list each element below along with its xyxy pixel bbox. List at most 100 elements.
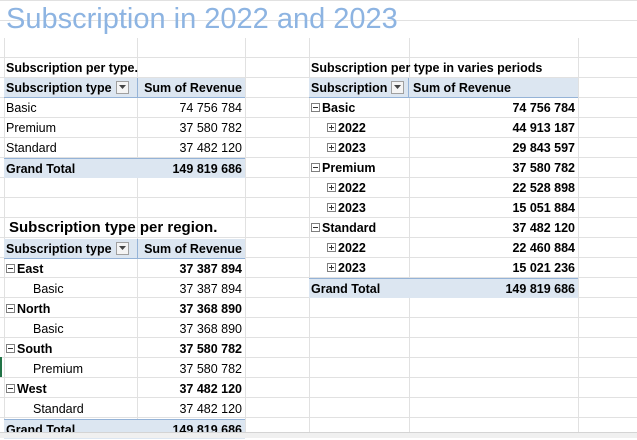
grand-total-row[interactable]: Grand Total 149 819 686	[309, 278, 578, 298]
collapse-minus-icon[interactable]	[311, 223, 320, 233]
header-sum-revenue: Sum of Revenue	[144, 242, 242, 256]
child-label: Basic	[33, 282, 64, 296]
row-value: 74 756 784	[179, 101, 242, 115]
child-label-cell: 2022	[327, 178, 366, 198]
group-label: South	[17, 342, 53, 356]
header-subscription: Subscription	[311, 81, 388, 95]
group-label: North	[17, 302, 51, 316]
group-row[interactable]: Standard 37 482 120	[309, 218, 578, 238]
group-label: East	[17, 262, 44, 276]
expand-plus-icon[interactable]	[327, 203, 336, 213]
child-value: 37 387 894	[179, 282, 242, 296]
year-value: 22 460 884	[512, 241, 575, 255]
table-row[interactable]: Standard 37 482 120	[4, 138, 245, 158]
child-label: Premium	[33, 362, 84, 376]
column-line	[4, 38, 5, 437]
group-label: Basic	[322, 101, 356, 115]
group-row[interactable]: North 37 368 890	[4, 299, 245, 319]
collapse-minus-icon[interactable]	[311, 163, 320, 173]
collapse-minus-icon[interactable]	[311, 103, 320, 113]
pivot-header-row[interactable]: Subscription Sum of Revenue	[309, 78, 578, 98]
horizontal-scrollbar[interactable]	[0, 432, 637, 438]
group-label-cell: Standard	[311, 218, 376, 238]
collapse-minus-icon[interactable]	[6, 384, 15, 394]
pivot-table-type[interactable]: Subscription per type. Subscription type…	[4, 58, 245, 178]
child-row[interactable]: 2022 22 528 898	[309, 178, 578, 198]
row-label: Basic	[6, 101, 37, 115]
expand-plus-icon[interactable]	[327, 123, 336, 133]
collapse-minus-icon[interactable]	[6, 304, 15, 314]
group-value: 37 368 890	[179, 302, 242, 316]
year-label: 2023	[338, 261, 366, 275]
expand-plus-icon[interactable]	[327, 183, 336, 193]
collapse-minus-icon[interactable]	[6, 344, 15, 354]
year-label: 2023	[338, 141, 366, 155]
grand-total-row[interactable]: Grand Total 149 819 686	[4, 158, 245, 178]
group-value: 37 580 782	[179, 342, 242, 356]
expand-plus-icon[interactable]	[327, 243, 336, 253]
pivot-caption[interactable]: Subscription per type in varies periods	[311, 61, 543, 75]
header-divider	[137, 78, 138, 97]
group-row[interactable]: West 37 482 120	[4, 379, 245, 399]
group-label-cell: Premium	[311, 158, 376, 178]
year-label: 2022	[338, 121, 366, 135]
pivot-caption[interactable]: Subscription per type.	[6, 61, 138, 75]
table-row[interactable]: Basic 74 756 784	[4, 98, 245, 118]
row-label: Standard	[6, 141, 57, 155]
child-label-cell: 2022	[327, 118, 366, 138]
group-label-cell: West	[6, 379, 47, 399]
pivot-table-region[interactable]: Subscription type Sum of Revenue East 37 …	[4, 239, 245, 439]
child-row[interactable]: 2023 29 843 597	[309, 138, 578, 158]
group-label-cell: South	[6, 339, 52, 359]
pivot-table-period[interactable]: Subscription per type in varies periods …	[309, 58, 578, 298]
table-row[interactable]: Premium 37 580 782	[4, 118, 245, 138]
header-sum-revenue: Sum of Revenue	[413, 81, 511, 95]
dropdown-filter-icon[interactable]	[115, 242, 129, 256]
group-row[interactable]: East 37 387 894	[4, 259, 245, 279]
pivot-header-row[interactable]: Subscription type Sum of Revenue	[4, 78, 245, 98]
group-value: 37 387 894	[179, 262, 242, 276]
child-row[interactable]: 2023 15 021 236	[309, 258, 578, 278]
group-row[interactable]: South 37 580 782	[4, 339, 245, 359]
row-value: 37 580 782	[179, 121, 242, 135]
dropdown-filter-icon[interactable]	[115, 81, 129, 95]
child-label-cell: 2023	[327, 138, 366, 158]
child-row[interactable]: Standard 37 482 120	[4, 399, 245, 419]
year-value: 15 021 236	[512, 261, 575, 275]
year-value: 15 051 884	[512, 201, 575, 215]
child-value: 37 482 120	[179, 402, 242, 416]
group-value: 37 482 120	[179, 382, 242, 396]
collapse-minus-icon[interactable]	[6, 264, 15, 274]
child-row[interactable]: Basic 37 368 890	[4, 319, 245, 339]
child-row[interactable]: 2023 15 051 884	[309, 198, 578, 218]
cell-selection-marker	[0, 357, 2, 377]
group-label: Premium	[322, 161, 376, 175]
header-subscription-type: Subscription type	[6, 81, 112, 95]
header-subscription-type: Subscription type	[6, 242, 112, 256]
group-value: 74 756 784	[512, 101, 575, 115]
child-label: Basic	[33, 322, 64, 336]
header-sum-revenue: Sum of Revenue	[144, 81, 242, 95]
expand-plus-icon[interactable]	[327, 143, 336, 153]
child-row[interactable]: 2022 44 913 187	[309, 118, 578, 138]
child-label-cell: 2023	[327, 198, 366, 218]
dropdown-filter-icon[interactable]	[391, 81, 405, 95]
pivot-caption-region[interactable]: Subscription type per region.	[9, 219, 218, 236]
group-label-cell: Basic	[311, 98, 355, 118]
row-value: 37 482 120	[179, 141, 242, 155]
column-line	[309, 38, 310, 437]
column-line	[409, 38, 410, 437]
child-row[interactable]: 2022 22 460 884	[309, 238, 578, 258]
pivot-header-row[interactable]: Subscription type Sum of Revenue	[4, 239, 245, 259]
column-line	[245, 38, 246, 437]
child-row[interactable]: Premium 37 580 782	[4, 359, 245, 379]
group-row[interactable]: Basic 74 756 784	[309, 98, 578, 118]
child-label: Standard	[33, 402, 84, 416]
group-label-cell: North	[6, 299, 50, 319]
sheet-title[interactable]: Subscription in 2022 and 2023	[6, 3, 398, 35]
year-label: 2023	[338, 201, 366, 215]
expand-plus-icon[interactable]	[327, 263, 336, 273]
group-label: Standard	[322, 221, 377, 235]
child-row[interactable]: Basic 37 387 894	[4, 279, 245, 299]
group-row[interactable]: Premium 37 580 782	[309, 158, 578, 178]
